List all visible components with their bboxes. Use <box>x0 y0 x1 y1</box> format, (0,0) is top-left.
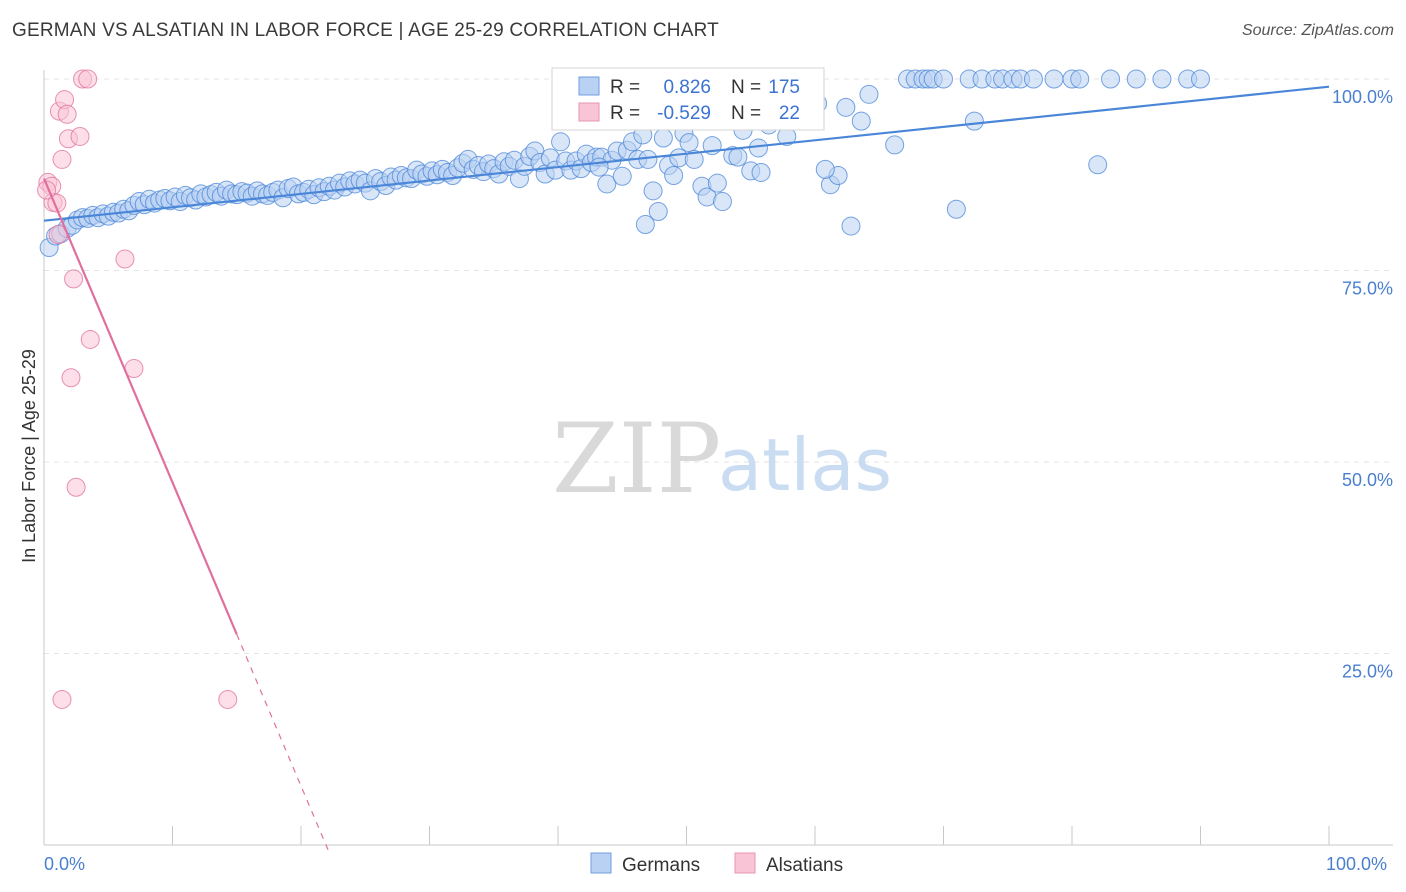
germans-point-176 <box>635 215 655 235</box>
alsatians-point-16 <box>80 329 100 349</box>
alsatians-point-20 <box>218 689 238 709</box>
germans-point-171 <box>1126 69 1146 89</box>
x-tick-label-max: 100.0% <box>1326 854 1387 874</box>
alsatians-point-6 <box>52 149 72 169</box>
germans-point-121 <box>664 166 684 186</box>
germans-point-165 <box>1023 69 1043 89</box>
legend-label-germans: Germans <box>622 855 700 876</box>
y-tick-label-25: 25.0% <box>1342 662 1393 682</box>
alsatians-point-17 <box>115 249 135 269</box>
germans-point-118 <box>648 202 668 222</box>
alsatians-point-15 <box>78 69 98 89</box>
stats-legend-swatch-alsatians <box>578 102 600 122</box>
stats-n-label-germans: N = <box>731 77 761 98</box>
alsatians-point-8 <box>57 104 77 124</box>
stats-n-value-germans: 175 <box>768 77 800 98</box>
germans-point-151 <box>885 135 905 155</box>
germans-point-111 <box>612 166 632 186</box>
stats-r-label-alsatians: R = <box>610 103 640 124</box>
germans-point-177 <box>815 159 835 179</box>
stats-n-label-alsatians: N = <box>731 103 761 124</box>
y-tick-label-100: 100.0% <box>1332 87 1393 107</box>
watermark: ZIP atlas <box>552 403 892 515</box>
alsatians-point-13 <box>70 126 90 146</box>
y-axis-label: In Labor Force | Age 25-29 <box>19 349 39 563</box>
stats-legend-swatch-germans <box>578 76 600 96</box>
x-ticks <box>43 826 1330 845</box>
germans-point-170 <box>1101 69 1121 89</box>
chart-source: Source: ZipAtlas.com <box>1241 22 1394 39</box>
series-legend: Germans Alsatians <box>590 852 843 876</box>
x-tick-label-min: 0.0% <box>44 854 85 874</box>
stats-n-value-alsatians: 22 <box>779 103 800 124</box>
germans-point-133 <box>728 147 748 167</box>
germans-point-130 <box>712 192 732 212</box>
germans-point-147 <box>836 97 856 117</box>
alsatians-points <box>37 69 238 709</box>
germans-point-175 <box>964 111 984 131</box>
germans-point-137 <box>751 162 771 182</box>
germans-point-148 <box>841 216 861 236</box>
grid-lines <box>44 78 1393 654</box>
germans-point-119 <box>653 128 673 148</box>
legend-swatch-germans <box>590 852 612 874</box>
germans-point-117 <box>643 181 663 201</box>
germans-point-129 <box>707 173 727 193</box>
y-tick-label-75: 75.0% <box>1342 279 1393 299</box>
stats-r-value-alsatians: -0.529 <box>657 103 711 124</box>
alsatians-point-12 <box>66 477 86 497</box>
alsatians-point-19 <box>52 689 72 709</box>
germans-point-150 <box>859 84 879 104</box>
legend-swatch-alsatians <box>734 852 756 874</box>
germans-point-168 <box>1070 69 1090 89</box>
stats-legend: R = 0.826 N = 175 R = -0.529 N = 22 <box>551 67 825 131</box>
alsatians-point-10 <box>61 368 81 388</box>
germans-point-149 <box>851 111 871 131</box>
germans-point-166 <box>1044 69 1064 89</box>
germans-point-179 <box>589 157 609 177</box>
watermark-atlas: atlas <box>718 423 892 507</box>
y-tick-label-50: 50.0% <box>1342 470 1393 490</box>
stats-r-value-germans: 0.826 <box>663 77 711 98</box>
germans-point-169 <box>1088 155 1108 175</box>
alsatians-trend-line-extension <box>236 634 330 853</box>
germans-point-99 <box>551 132 571 152</box>
germans-point-174 <box>1191 69 1210 89</box>
germans-point-124 <box>679 133 699 153</box>
alsatians-trend-line <box>42 178 238 635</box>
germans-point-157 <box>934 69 953 89</box>
y-tick-labels: 100.0% 75.0% 50.0% 25.0% <box>1332 87 1393 682</box>
legend-label-alsatians: Alsatians <box>766 855 843 876</box>
alsatians-point-11 <box>64 269 84 289</box>
stats-r-label-germans: R = <box>610 77 640 98</box>
germans-point-108 <box>597 174 617 194</box>
germans-point-172 <box>1152 69 1172 89</box>
germans-point-125 <box>684 149 704 169</box>
trend-lines <box>42 85 1330 853</box>
germans-point-158 <box>946 199 966 219</box>
germans-trend-line <box>43 85 1330 222</box>
chart-title: GERMAN VS ALSATIAN IN LABOR FORCE | AGE … <box>12 20 719 41</box>
watermark-zip: ZIP <box>552 403 721 515</box>
